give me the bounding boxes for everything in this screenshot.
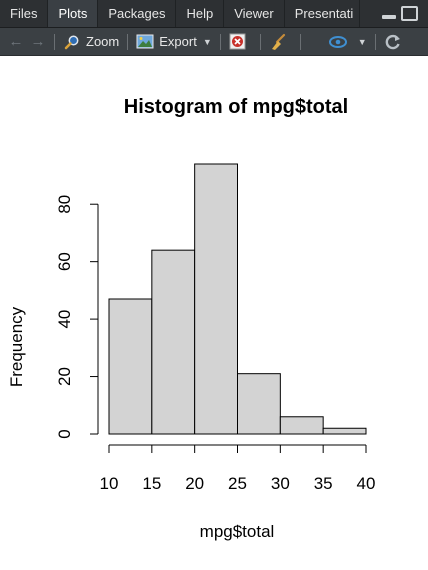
y-tick-label: 0 — [55, 429, 74, 438]
publish-button[interactable]: ▼ — [329, 33, 367, 51]
zoom-label: Zoom — [86, 34, 119, 49]
tab-packages[interactable]: Packages — [98, 0, 176, 27]
minimize-pane-icon[interactable] — [381, 7, 397, 21]
histogram-bar — [195, 164, 238, 434]
chevron-down-icon: ▼ — [203, 37, 212, 47]
x-tick-label: 10 — [100, 474, 119, 493]
x-tick-label: 30 — [271, 474, 290, 493]
x-axis: 10 15 20 25 30 35 40 — [100, 445, 376, 493]
histogram-bar — [280, 417, 323, 434]
remove-plot-icon[interactable] — [229, 33, 247, 51]
toolbar-divider — [375, 34, 376, 50]
plot-viewer: Histogram of mpg$total mpg$total Frequen… — [0, 56, 428, 565]
export-button[interactable]: Export ▼ — [136, 33, 212, 51]
toolbar-divider — [127, 34, 128, 50]
plots-toolbar: ← → Zoom Export ▼ — [0, 28, 428, 56]
y-tick-label: 60 — [55, 252, 74, 271]
y-tick-label: 40 — [55, 310, 74, 329]
x-tick-label: 20 — [185, 474, 204, 493]
refresh-icon[interactable] — [384, 33, 402, 51]
histogram-bar — [323, 428, 366, 434]
arrow-left-icon[interactable]: ← — [8, 34, 24, 50]
pane-tab-bar: Files Plots Packages Help Viewer Present… — [0, 0, 428, 28]
toolbar-divider — [260, 34, 261, 50]
tab-files[interactable]: Files — [0, 0, 48, 27]
x-tick-label: 40 — [357, 474, 376, 493]
broom-icon[interactable] — [269, 33, 287, 51]
y-axis-label: Frequency — [7, 306, 26, 387]
tab-help[interactable]: Help — [176, 0, 224, 27]
y-tick-label: 20 — [55, 367, 74, 386]
export-label: Export — [159, 34, 197, 49]
y-tick-label: 80 — [55, 195, 74, 214]
chevron-down-icon: ▼ — [358, 37, 367, 47]
toolbar-divider — [300, 34, 301, 50]
tab-plots[interactable]: Plots — [48, 0, 98, 27]
histogram-bars — [109, 164, 366, 434]
toolbar-divider — [54, 34, 55, 50]
arrow-right-icon[interactable]: → — [30, 34, 46, 50]
histogram-bar — [152, 250, 195, 434]
y-axis: 0 20 40 60 80 — [55, 195, 98, 439]
maximize-pane-icon[interactable] — [401, 6, 418, 21]
histogram-chart: Histogram of mpg$total mpg$total Frequen… — [0, 56, 428, 565]
export-image-icon — [136, 33, 154, 51]
pane-window-controls — [381, 0, 428, 27]
tab-viewer[interactable]: Viewer — [224, 0, 285, 27]
histogram-bar — [238, 374, 281, 434]
x-tick-label: 15 — [142, 474, 161, 493]
toolbar-divider — [220, 34, 221, 50]
histogram-bar — [109, 299, 152, 434]
tab-presentation[interactable]: Presentati — [285, 0, 360, 27]
chart-title: Histogram of mpg$total — [124, 96, 348, 118]
x-axis-label: mpg$total — [200, 522, 275, 541]
x-tick-label: 35 — [314, 474, 333, 493]
x-tick-label: 25 — [228, 474, 247, 493]
magnifier-icon — [63, 33, 81, 51]
zoom-button[interactable]: Zoom — [63, 33, 119, 51]
publish-icon — [329, 33, 347, 51]
